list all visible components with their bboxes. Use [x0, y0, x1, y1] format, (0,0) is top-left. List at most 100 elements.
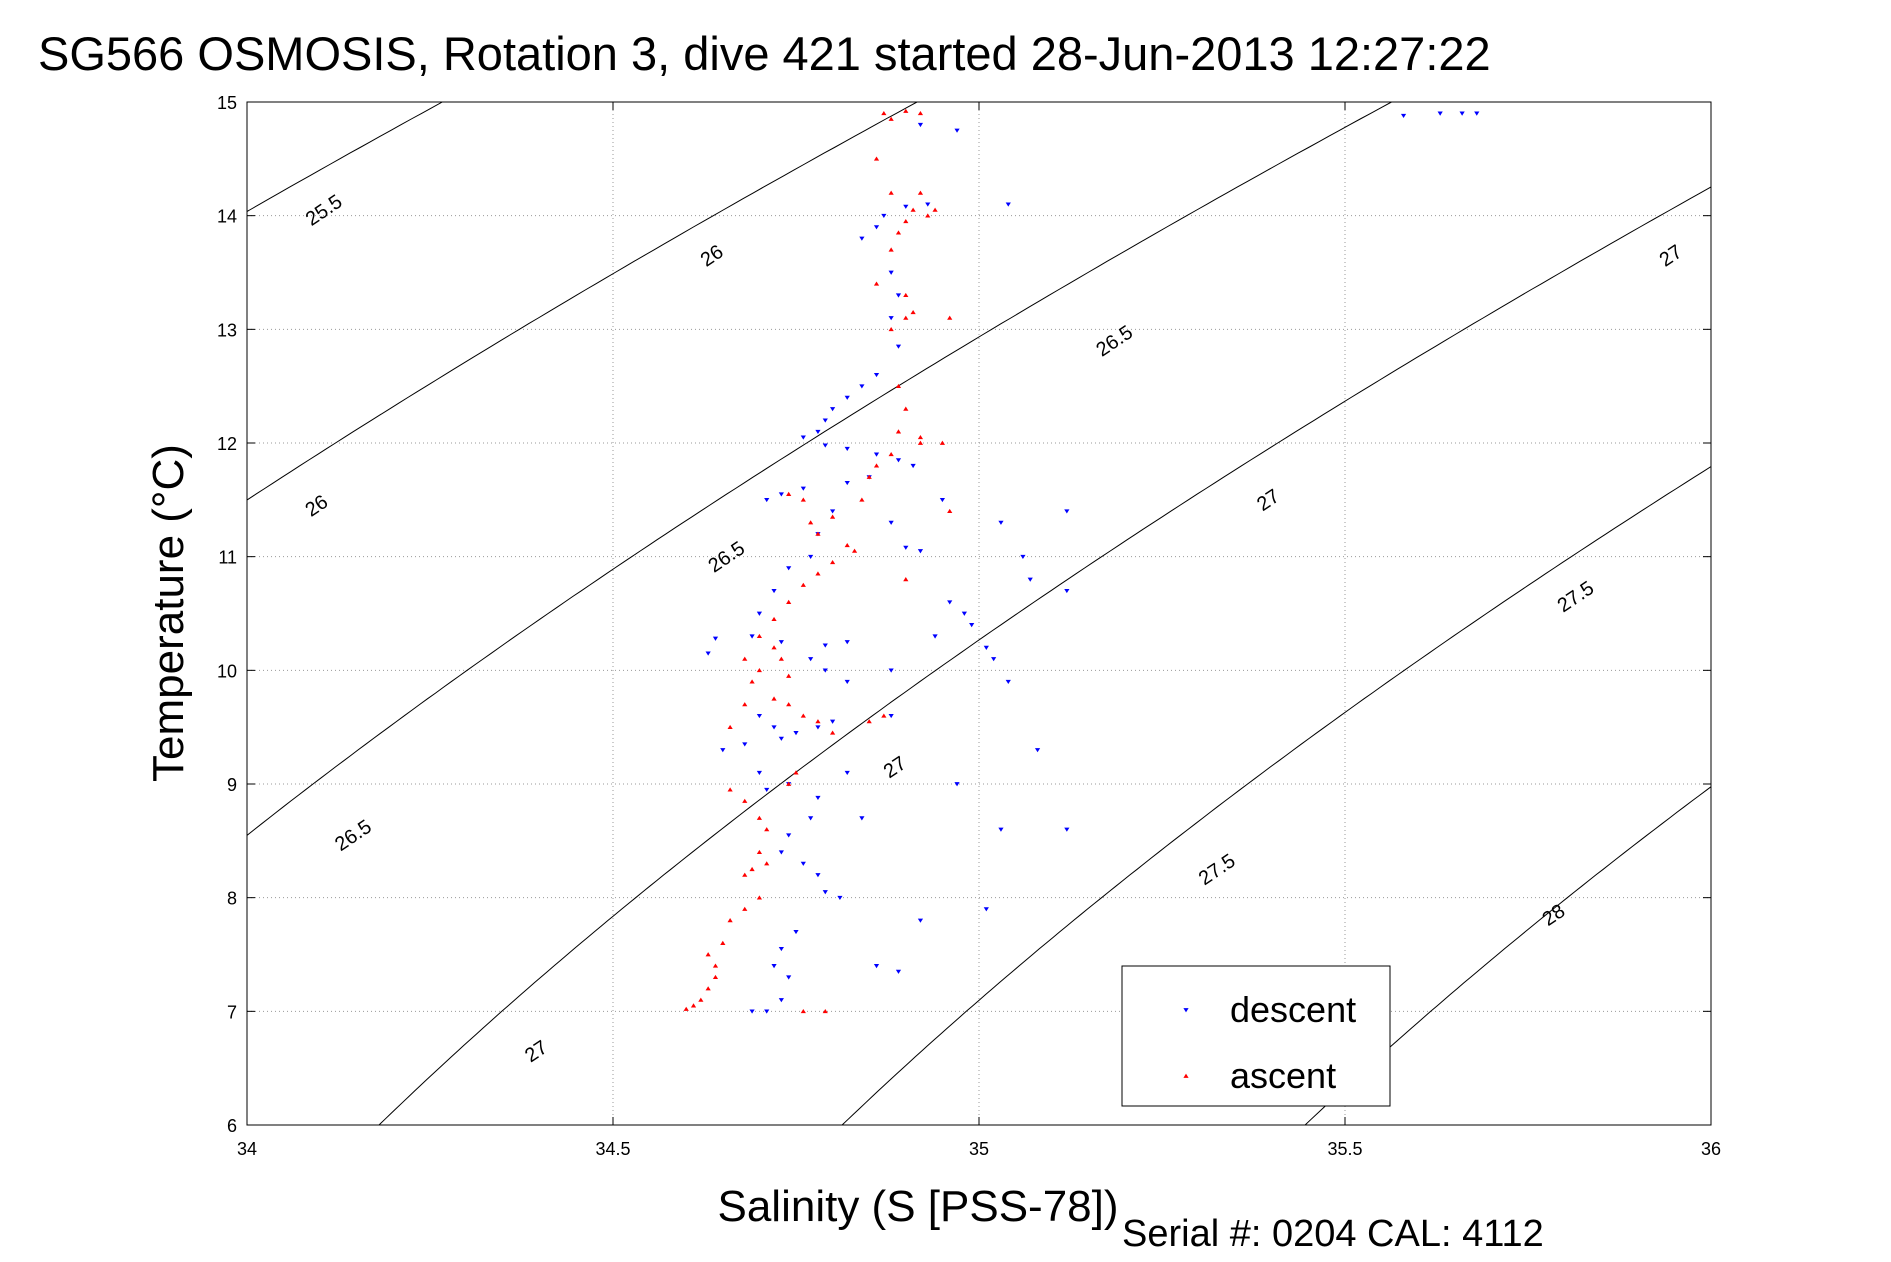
ascent-point [917, 190, 924, 195]
y-tick-label: 11 [218, 548, 237, 568]
descent-point [859, 384, 865, 389]
descent-point [800, 435, 806, 440]
ascent-point [895, 230, 902, 235]
ascent-point [690, 1003, 697, 1008]
ascent-point [925, 213, 931, 218]
ascent-point [756, 815, 762, 820]
ascent-point [800, 713, 806, 718]
legend-box [1121, 965, 1391, 1107]
descent-point [815, 795, 821, 800]
ascent-point [873, 281, 880, 286]
descent-point [844, 446, 850, 452]
density-contours [247, 102, 1711, 1125]
ascent-point [903, 406, 909, 411]
legend-label-ascent: ascent [1230, 1055, 1336, 1096]
descent-point [873, 372, 880, 378]
descent-point [800, 486, 806, 491]
density-contour-line [1304, 786, 1711, 1125]
descent-point [793, 929, 799, 935]
ascent-point [705, 986, 711, 991]
ascent-point [756, 667, 762, 673]
descent-point [800, 861, 806, 866]
descent-point [808, 657, 814, 662]
descent-point [844, 480, 850, 486]
ascent-point [917, 440, 924, 445]
descent-point [888, 520, 894, 525]
y-tick-label: 10 [217, 661, 237, 681]
descent-point [1437, 111, 1443, 116]
y-tick-label: 9 [227, 775, 237, 795]
descent-point [991, 657, 997, 662]
descent-point [749, 634, 755, 639]
ascent-point [888, 247, 894, 252]
descent-point [888, 270, 894, 275]
ascent-point [786, 491, 792, 496]
descent-point [822, 418, 828, 423]
descent-point [749, 1009, 755, 1014]
ascent-point [808, 520, 814, 525]
ascent-point [720, 940, 726, 945]
descent-point [954, 782, 960, 787]
descent-point [764, 787, 770, 793]
ascent-point [712, 974, 719, 980]
ascent-point [866, 719, 872, 724]
descent-point [1020, 554, 1026, 560]
descent-point [939, 498, 945, 503]
y-tick-label: 13 [217, 320, 237, 340]
x-tick-label: 35 [969, 1139, 989, 1159]
ascent-point [888, 190, 894, 195]
descent-point [778, 492, 784, 497]
descent-point [771, 725, 777, 730]
ascent-point [881, 713, 887, 718]
ascent-point [903, 292, 909, 298]
descent-point [961, 611, 967, 616]
descent-point [742, 742, 748, 747]
plot-frame [246, 101, 1712, 1126]
ascent-point [800, 582, 806, 587]
descent-point [771, 964, 777, 969]
serial-cal-footer: Serial #: 0204 CAL: 4112 [1122, 1213, 1544, 1255]
density-contour-label: 27 [521, 1036, 552, 1067]
descent-point [815, 873, 821, 878]
ascent-point [830, 560, 836, 565]
descent-point [910, 463, 916, 469]
data-points [683, 108, 1480, 1014]
y-tick-label: 6 [227, 1116, 237, 1136]
density-contour-line [247, 102, 1393, 836]
descent-point [983, 907, 989, 912]
y-axis-title: Temperature (°C) [144, 444, 193, 782]
descent-point [1005, 679, 1011, 685]
ascent-point [764, 861, 770, 866]
descent-point [830, 407, 836, 412]
x-tick-label: 34 [237, 1139, 257, 1159]
y-tick-label: 8 [227, 889, 237, 909]
ascent-point [771, 696, 777, 701]
descent-point [895, 458, 902, 463]
ascent-point [742, 906, 748, 911]
legend-marker-ascent [1183, 1073, 1189, 1078]
ascent-point [756, 633, 762, 639]
descent-point [1064, 588, 1070, 594]
ascent-point [903, 315, 909, 320]
ascent-point [749, 679, 755, 684]
ascent-point [742, 798, 748, 803]
ascent-point [727, 918, 733, 923]
descent-point [888, 713, 894, 719]
descent-point [844, 640, 850, 645]
density-contour-label: 26.5 [704, 537, 749, 577]
descent-point [778, 998, 784, 1003]
descent-point [873, 225, 880, 230]
y-tick-label: 12 [217, 434, 237, 454]
density-contour-label: 27 [880, 752, 911, 783]
density-contour-labels: 25.5 26 26 26.5 26.5 26.5 27 27 27 27 27.5 27.5 28 [301, 191, 1686, 1067]
descent-point [815, 725, 821, 730]
descent-point [764, 1009, 770, 1014]
ascent-point [888, 116, 894, 121]
legend-marker-descent [1183, 1008, 1189, 1013]
descent-point [815, 429, 821, 434]
descent-point [859, 816, 865, 821]
ascent-point [947, 315, 953, 320]
density-contour-label: 27 [1656, 241, 1687, 272]
descent-point [903, 204, 909, 209]
